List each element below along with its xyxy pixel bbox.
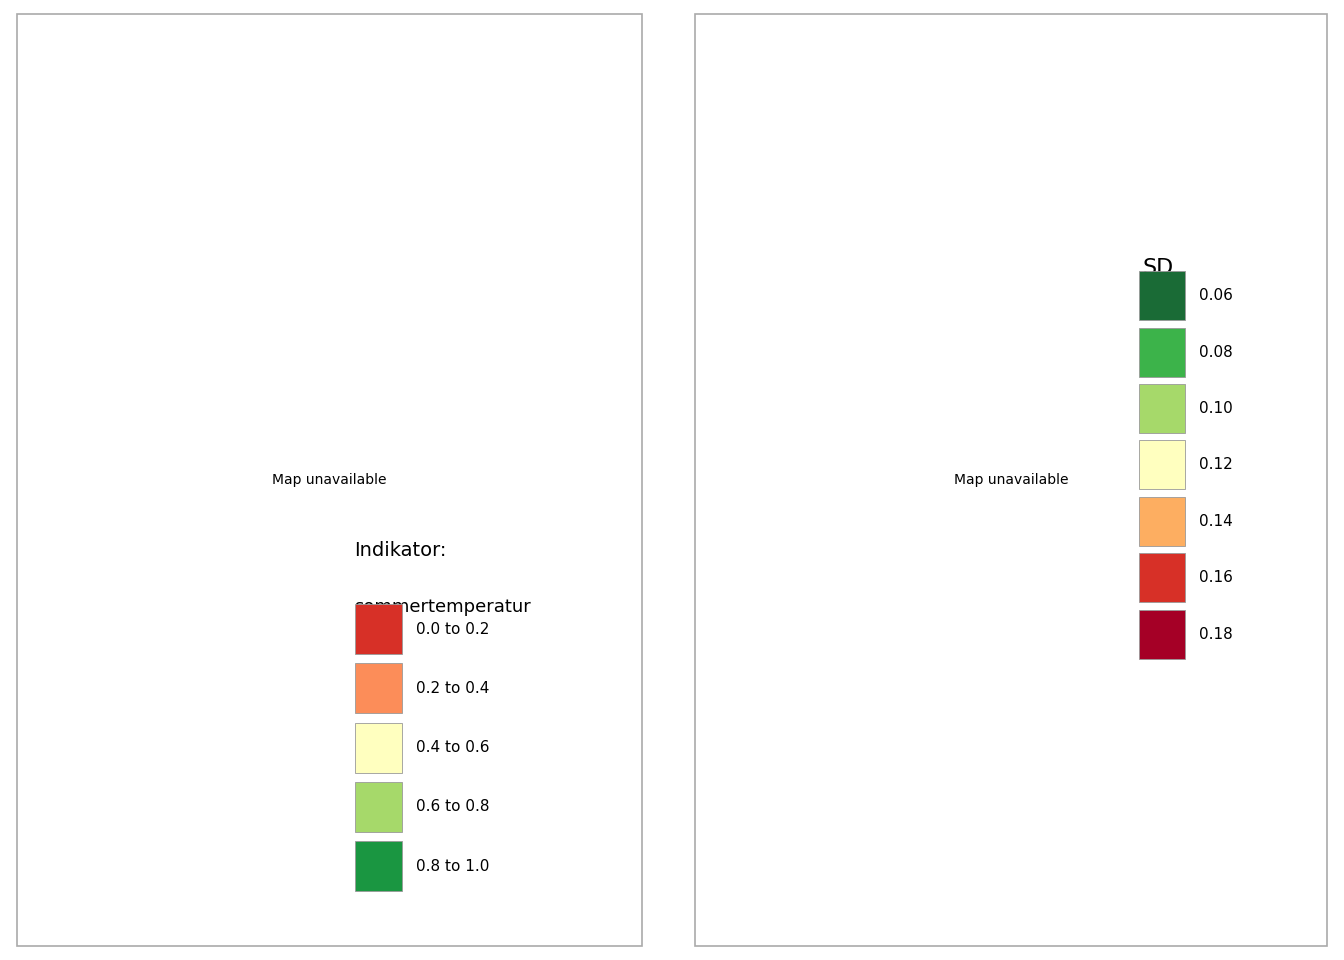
Text: 0.4 to 0.6: 0.4 to 0.6 [415,740,489,756]
Text: SD: SD [1142,257,1173,277]
Text: 0.16: 0.16 [1199,570,1232,586]
Bar [1138,553,1185,602]
Text: 0.0 to 0.2: 0.0 to 0.2 [415,622,489,636]
Bar [1138,271,1185,320]
Text: sommertemperatur: sommertemperatur [355,598,531,616]
Text: 0.08: 0.08 [1199,345,1232,360]
Bar [1138,384,1185,433]
Bar [1138,441,1185,490]
Bar [355,841,402,891]
Text: 0.06: 0.06 [1199,288,1232,303]
Bar [355,663,402,713]
Text: 0.6 to 0.8: 0.6 to 0.8 [415,800,489,814]
Text: 0.8 to 1.0: 0.8 to 1.0 [415,858,489,874]
Bar [355,604,402,654]
Bar [1138,497,1185,546]
Bar [1138,327,1185,376]
Text: 0.18: 0.18 [1199,627,1232,642]
Bar [355,723,402,773]
Bar [355,782,402,832]
Text: Indikator:: Indikator: [355,541,448,560]
Text: 0.14: 0.14 [1199,514,1232,529]
Bar [1138,610,1185,659]
Text: 0.2 to 0.4: 0.2 to 0.4 [415,681,489,696]
Text: 0.12: 0.12 [1199,458,1232,472]
Text: 0.10: 0.10 [1199,401,1232,416]
Text: Map unavailable: Map unavailable [954,473,1068,487]
Text: Map unavailable: Map unavailable [271,473,387,487]
